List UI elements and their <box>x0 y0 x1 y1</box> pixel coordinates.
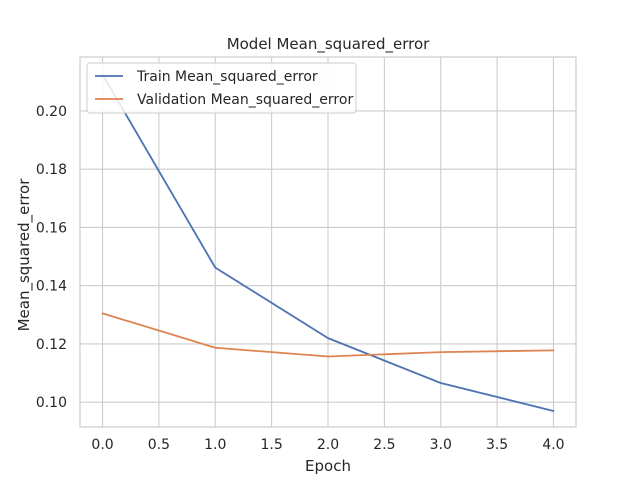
legend-label-train: Train Mean_squared_error <box>136 69 318 85</box>
y-tick-label: 0.18 <box>36 162 67 178</box>
x-tick-label: 3.5 <box>486 437 508 453</box>
x-tick-label: 2.5 <box>373 437 395 453</box>
chart-title: Model Mean_squared_error <box>227 35 430 54</box>
legend-label-validation: Validation Mean_squared_error <box>137 92 353 108</box>
y-tick-label: 0.16 <box>36 220 67 236</box>
x-tick-label: 4.0 <box>542 437 564 453</box>
x-tick-label: 2.0 <box>317 437 339 453</box>
y-tick-labels: 0.10 0.12 0.14 0.16 0.18 0.20 <box>36 104 67 411</box>
x-tick-label: 1.5 <box>261 437 283 453</box>
series-line-validation <box>101 312 555 358</box>
x-tick-labels: 0.0 0.5 1.0 1.5 2.0 2.5 3.0 3.5 4.0 <box>91 437 564 453</box>
x-tick-label: 3.0 <box>430 437 452 453</box>
x-tick-label: 1.0 <box>204 437 226 453</box>
series-line-train <box>101 73 555 412</box>
x-tick-label: 0.0 <box>91 437 113 453</box>
series <box>101 73 555 412</box>
y-tick-label: 0.10 <box>36 395 67 411</box>
x-axis-label: Epoch <box>305 457 351 475</box>
x-tick-label: 0.5 <box>148 437 170 453</box>
legend-box <box>86 62 357 114</box>
y-tick-label: 0.14 <box>36 279 67 295</box>
y-tick-label: 0.12 <box>36 337 67 353</box>
y-axis-label: Mean_squared_error <box>15 178 34 332</box>
y-tick-label: 0.20 <box>36 104 67 120</box>
plot-frame <box>79 56 577 428</box>
grid <box>80 57 576 427</box>
legend: Train Mean_squared_error Validation Mean… <box>86 62 357 114</box>
